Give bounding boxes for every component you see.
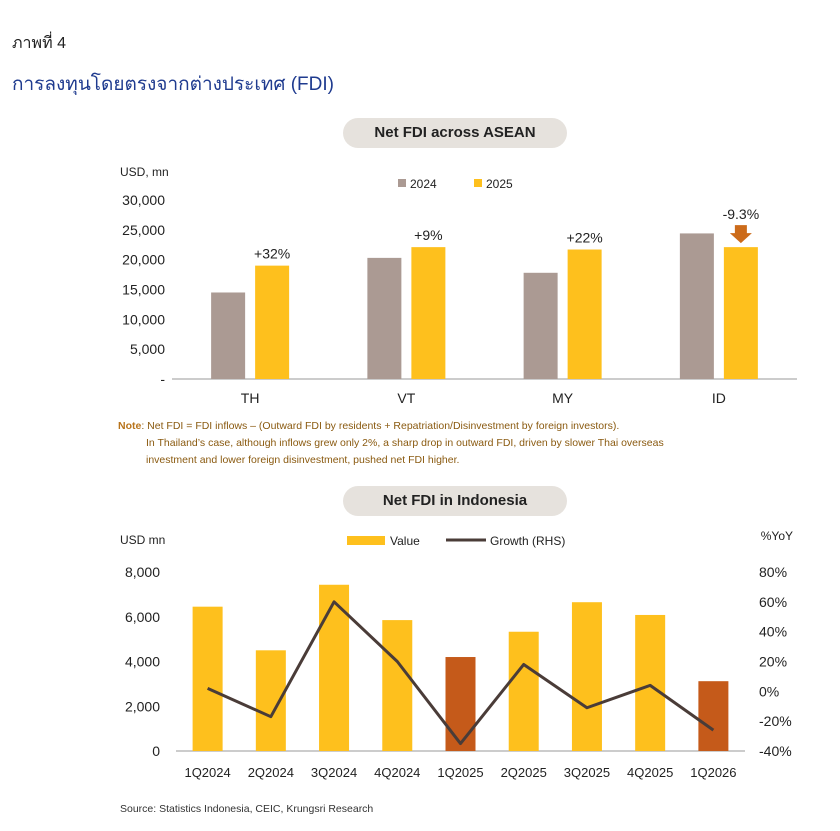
y2-tick-label: -20% — [759, 713, 792, 729]
bar-value-3Q2025 — [571, 602, 602, 751]
bar-value-2Q2025 — [508, 631, 539, 751]
y-axis-unit: USD, mn — [120, 165, 169, 179]
y2-tick-label: 0% — [759, 683, 779, 699]
note: Note: Net FDI = FDI inflows – (Outward F… — [118, 418, 664, 469]
y-tick-label: 15,000 — [122, 282, 165, 298]
legend-swatch-2024 — [398, 179, 406, 187]
y-tick-label: 6,000 — [125, 609, 160, 625]
y-tick-label: 0 — [152, 743, 160, 759]
y2-tick-label: 80% — [759, 564, 787, 580]
bar-value-1Q2024 — [192, 606, 223, 751]
y2-tick-label: 20% — [759, 654, 787, 670]
bar-2025-MY — [567, 249, 602, 379]
y-tick-label: 2,000 — [125, 698, 160, 714]
x-tick-label: 1Q2026 — [690, 765, 736, 780]
bar-2024-MY — [523, 272, 558, 379]
x-tick-label: 1Q2024 — [184, 765, 230, 780]
source-note: Source: Statistics Indonesia, CEIC, Krun… — [120, 803, 374, 815]
decline-arrow — [729, 225, 752, 244]
note-label: Note — [118, 420, 142, 432]
bar-value-4Q2024 — [382, 620, 413, 751]
chart1-title: Net FDI across ASEAN — [343, 118, 567, 148]
chart2-title: Net FDI in Indonesia — [343, 486, 567, 516]
growth-line — [206, 600, 715, 746]
y2-axis-unit: %YoY — [761, 529, 793, 543]
legend-label-2025: 2025 — [486, 177, 513, 191]
y-tick-label: 10,000 — [122, 311, 165, 327]
legend-swatch-2025 — [474, 179, 482, 187]
bar-2025-VT — [411, 247, 446, 379]
growth-annotation: +9% — [414, 227, 442, 243]
bar-value-4Q2025 — [635, 614, 666, 751]
y2-tick-label: 60% — [759, 594, 787, 610]
y2-tick-label: 40% — [759, 624, 787, 640]
y-tick-label: 30,000 — [122, 192, 165, 208]
x-tick-label: 2Q2024 — [248, 765, 294, 780]
growth-annotation: +32% — [254, 246, 290, 262]
note-line2: In Thailand’s case, although inflows gre… — [146, 437, 664, 449]
y-tick-label: 20,000 — [122, 252, 165, 268]
bar-2024-TH — [211, 292, 246, 379]
bar-2025-ID — [723, 247, 758, 379]
x-tick-label: 4Q2024 — [374, 765, 420, 780]
y-tick-label: 5,000 — [130, 341, 165, 357]
legend-swatch-value — [347, 536, 385, 545]
legend-label-value: Value — [390, 534, 420, 548]
x-tick-label: TH — [241, 390, 260, 406]
legend-label-growth: Growth (RHS) — [490, 534, 565, 548]
x-tick-label: MY — [552, 390, 574, 406]
x-tick-label: ID — [712, 390, 726, 406]
bar-2024-VT — [367, 257, 402, 379]
x-tick-label: 4Q2025 — [627, 765, 673, 780]
figure-label: ภาพที่ 4 — [12, 35, 66, 52]
x-tick-label: 2Q2025 — [501, 765, 547, 780]
y-tick-label: - — [160, 371, 165, 387]
legend-label-2024: 2024 — [410, 177, 437, 191]
x-tick-label: 1Q2025 — [437, 765, 483, 780]
chart-asean-fdi: USD, mn - 5,000 10,000 15,000 20,000 25,000 30,… — [120, 165, 797, 406]
y-tick-label: 4,000 — [125, 654, 160, 670]
x-tick-label: 3Q2024 — [311, 765, 357, 780]
y-tick-label: 8,000 — [125, 564, 160, 580]
bar-2024-ID — [679, 233, 714, 379]
x-tick-label: 3Q2025 — [564, 765, 610, 780]
growth-annotation: +22% — [567, 230, 603, 246]
bar-2025-TH — [255, 265, 290, 379]
note-line1: : Net FDI = FDI inflows – (Outward FDI b… — [141, 420, 620, 432]
x-tick-label: VT — [397, 390, 415, 406]
growth-annotation: -9.3% — [723, 206, 760, 222]
y-tick-label: 25,000 — [122, 222, 165, 238]
bar-value-1Q2026 — [698, 681, 729, 751]
y-axis-unit: USD mn — [120, 533, 165, 547]
bar-value-1Q2025 — [445, 657, 476, 751]
figure-title: การลงทุนโดยตรงจากต่างประเทศ (FDI) — [12, 74, 334, 95]
note-line3: investment and lower foreign disinvestme… — [146, 454, 460, 466]
y2-tick-label: -40% — [759, 743, 792, 759]
